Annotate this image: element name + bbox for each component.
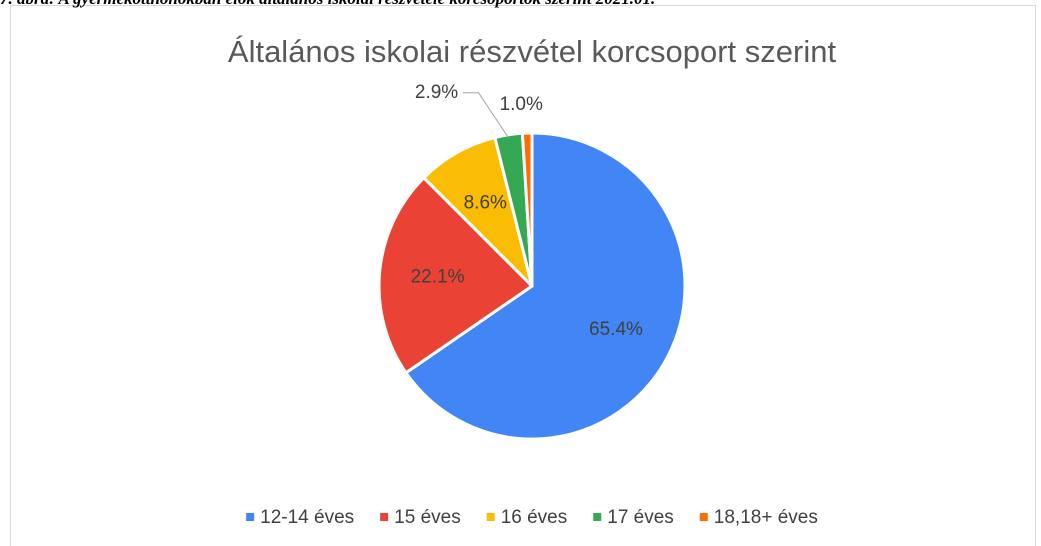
legend-label: 15 éves xyxy=(394,507,461,528)
legend-swatch xyxy=(246,513,255,521)
chart-title: Általános iskolai részvétel korcsoport s… xyxy=(228,34,837,69)
data-label: 1.0% xyxy=(500,94,543,115)
leader-line xyxy=(462,92,509,139)
pie-slice xyxy=(377,176,534,375)
legend-label: 16 éves xyxy=(501,507,568,528)
pie-slice xyxy=(520,131,534,288)
pie-slice xyxy=(422,136,534,288)
data-label: 8.6% xyxy=(464,192,507,213)
legend-swatch xyxy=(593,513,602,521)
data-label: 22.1% xyxy=(411,266,465,287)
legend-label: 12-14 éves xyxy=(260,507,354,528)
legend-swatch xyxy=(699,513,708,521)
pie-slice xyxy=(404,131,687,441)
data-label: 2.9% xyxy=(415,82,458,103)
legend-label: 18,18+ éves xyxy=(714,507,818,528)
legend-label: 17 éves xyxy=(607,507,674,528)
legend-swatch xyxy=(380,513,389,521)
legend-swatch xyxy=(486,513,495,521)
figure-caption: 7. ábra: A gyermekotthonokban élők által… xyxy=(0,0,655,8)
data-label: 65.4% xyxy=(589,319,643,340)
